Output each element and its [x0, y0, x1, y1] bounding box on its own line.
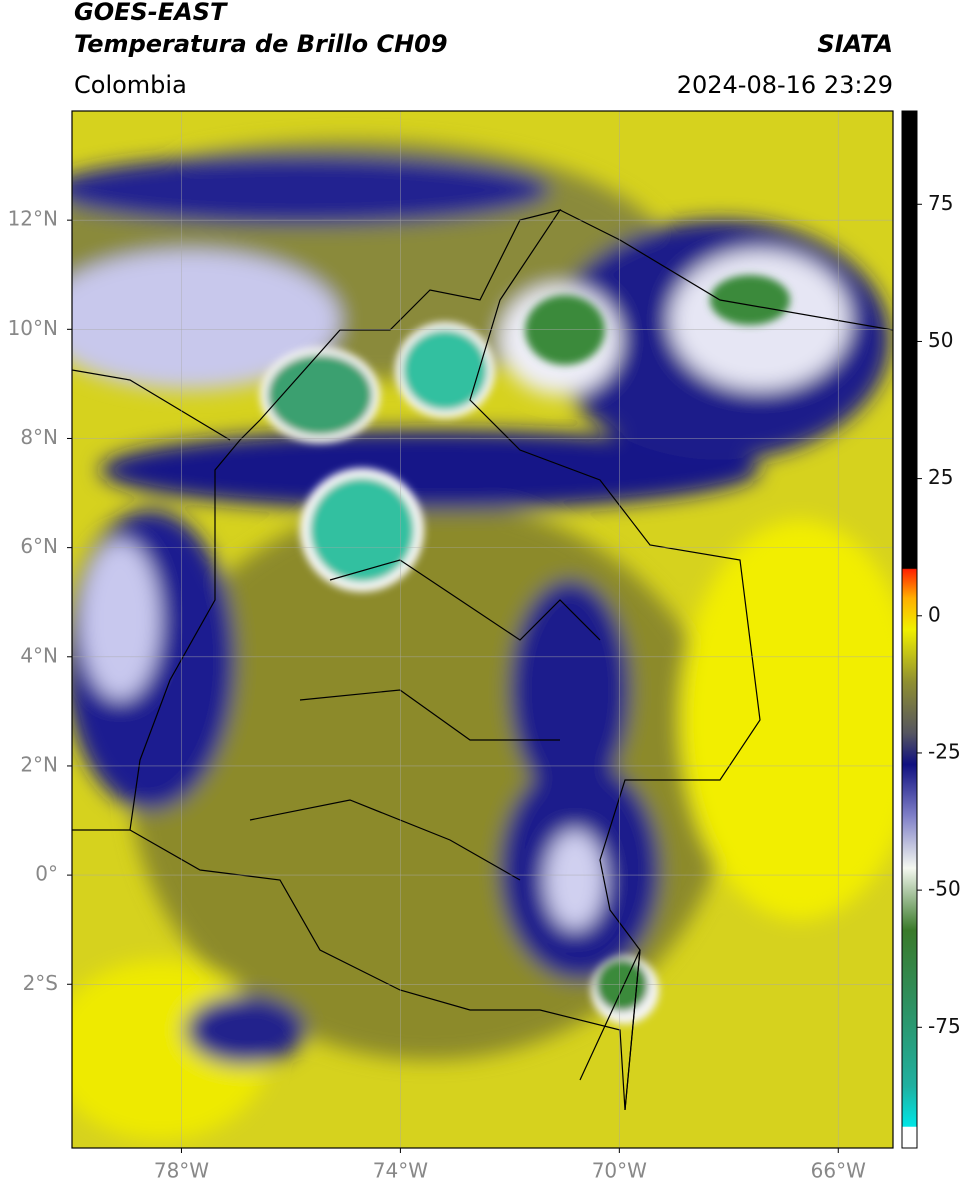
- lon-tick-label: 66°W: [811, 1159, 866, 1183]
- lon-tick-label: 70°W: [592, 1159, 647, 1183]
- lat-tick-label: 4°N: [20, 643, 58, 667]
- subtitle: Temperatura de Brillo CH09: [74, 30, 448, 58]
- colorbar-tick-label: 0: [928, 602, 941, 626]
- colorbar-tick-label: 25: [928, 465, 953, 489]
- lat-tick-label: 2°S: [23, 971, 58, 995]
- lon-tick-label: 78°W: [154, 1159, 209, 1183]
- lat-tick-label: 0°: [35, 862, 58, 886]
- lat-tick-label: 10°N: [8, 316, 58, 340]
- map-frame: [71, 110, 894, 1149]
- lat-tick-label: 8°N: [20, 425, 58, 449]
- gridlines: [72, 111, 893, 1148]
- colorbar-tick-label: -50: [928, 877, 961, 901]
- source: SIATA: [817, 30, 893, 58]
- colorbar-tick-label: 75: [928, 191, 953, 215]
- datetime: 2024-08-16 23:29: [677, 71, 893, 99]
- colorbar-tick-label: 50: [928, 328, 953, 352]
- lat-tick-label: 6°N: [20, 534, 58, 558]
- region: Colombia: [74, 71, 187, 99]
- satellite-image: [72, 111, 893, 1148]
- lat-tick-label: 2°N: [20, 752, 58, 776]
- colorbar-tick-label: -75: [928, 1014, 961, 1038]
- lat-tick-label: 12°N: [8, 207, 58, 231]
- lon-tick-label: 74°W: [373, 1159, 428, 1183]
- colorbar-tick-label: -25: [928, 739, 961, 763]
- colorbar: [901, 110, 918, 1149]
- title: GOES-EAST: [74, 0, 228, 26]
